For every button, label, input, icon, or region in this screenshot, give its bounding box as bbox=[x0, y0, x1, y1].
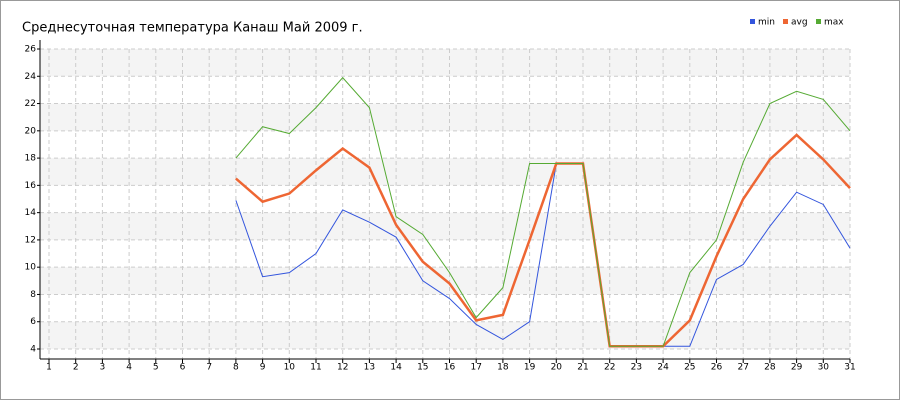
x-tick-label: 15 bbox=[417, 363, 428, 373]
legend-label: avg bbox=[791, 18, 808, 28]
y-tick-label: 14 bbox=[25, 208, 37, 218]
x-tick-label: 27 bbox=[737, 363, 748, 373]
x-tick-label: 30 bbox=[818, 363, 830, 373]
x-tick-label: 7 bbox=[206, 363, 212, 373]
legend-label: min bbox=[758, 18, 775, 28]
x-tick-label: 28 bbox=[764, 363, 776, 373]
x-tick-label: 12 bbox=[337, 363, 348, 373]
x-tick-label: 4 bbox=[126, 363, 132, 373]
chart-title: Среднесуточная температура Канаш Май 200… bbox=[22, 21, 363, 36]
legend-swatch bbox=[750, 19, 755, 24]
grid-band bbox=[40, 321, 850, 349]
y-tick-label: 18 bbox=[25, 154, 37, 164]
x-tick-label: 24 bbox=[657, 363, 669, 373]
y-tick-label: 12 bbox=[25, 235, 36, 245]
y-tick-label: 16 bbox=[25, 181, 37, 191]
x-tick-label: 26 bbox=[711, 363, 723, 373]
grid-band bbox=[40, 49, 850, 77]
x-tick-label: 19 bbox=[524, 363, 536, 373]
x-tick-label: 18 bbox=[497, 363, 509, 373]
x-tick-label: 6 bbox=[180, 363, 186, 373]
y-tick-label: 20 bbox=[25, 126, 37, 136]
x-tick-label: 11 bbox=[310, 363, 321, 373]
x-tick-label: 20 bbox=[551, 363, 563, 373]
y-tick-label: 8 bbox=[30, 290, 36, 300]
x-tick-label: 23 bbox=[631, 363, 642, 373]
x-tick-label: 3 bbox=[100, 363, 106, 373]
x-tick-label: 1 bbox=[46, 363, 52, 373]
x-tick-label: 16 bbox=[444, 363, 456, 373]
legend-swatch bbox=[783, 19, 788, 24]
series-line bbox=[235, 76, 851, 347]
x-tick-label: 10 bbox=[284, 363, 296, 373]
y-tick-label: 6 bbox=[30, 317, 36, 327]
series-line bbox=[235, 163, 851, 347]
y-tick-label: 26 bbox=[25, 45, 37, 55]
x-tick-label: 2 bbox=[73, 363, 79, 373]
x-tick-label: 13 bbox=[364, 363, 375, 373]
legend-swatch bbox=[816, 19, 821, 24]
grid-band bbox=[40, 103, 850, 131]
y-tick-label: 10 bbox=[25, 263, 37, 273]
x-tick-label: 5 bbox=[153, 363, 159, 373]
x-tick-label: 8 bbox=[233, 363, 239, 373]
x-tick-label: 31 bbox=[844, 363, 855, 373]
series-line bbox=[235, 133, 851, 348]
x-tick-label: 17 bbox=[470, 363, 481, 373]
legend-label: max bbox=[824, 18, 844, 28]
grid-band bbox=[40, 158, 850, 186]
x-tick-label: 9 bbox=[260, 363, 266, 373]
y-tick-label: 4 bbox=[30, 345, 36, 355]
y-tick-label: 22 bbox=[25, 99, 36, 109]
x-tick-label: 14 bbox=[390, 363, 402, 373]
grid-band bbox=[40, 212, 850, 240]
x-tick-label: 22 bbox=[604, 363, 615, 373]
x-tick-label: 21 bbox=[577, 363, 588, 373]
x-tick-label: 25 bbox=[684, 363, 695, 373]
x-tick-label: 29 bbox=[791, 363, 803, 373]
y-tick-label: 24 bbox=[25, 72, 37, 82]
